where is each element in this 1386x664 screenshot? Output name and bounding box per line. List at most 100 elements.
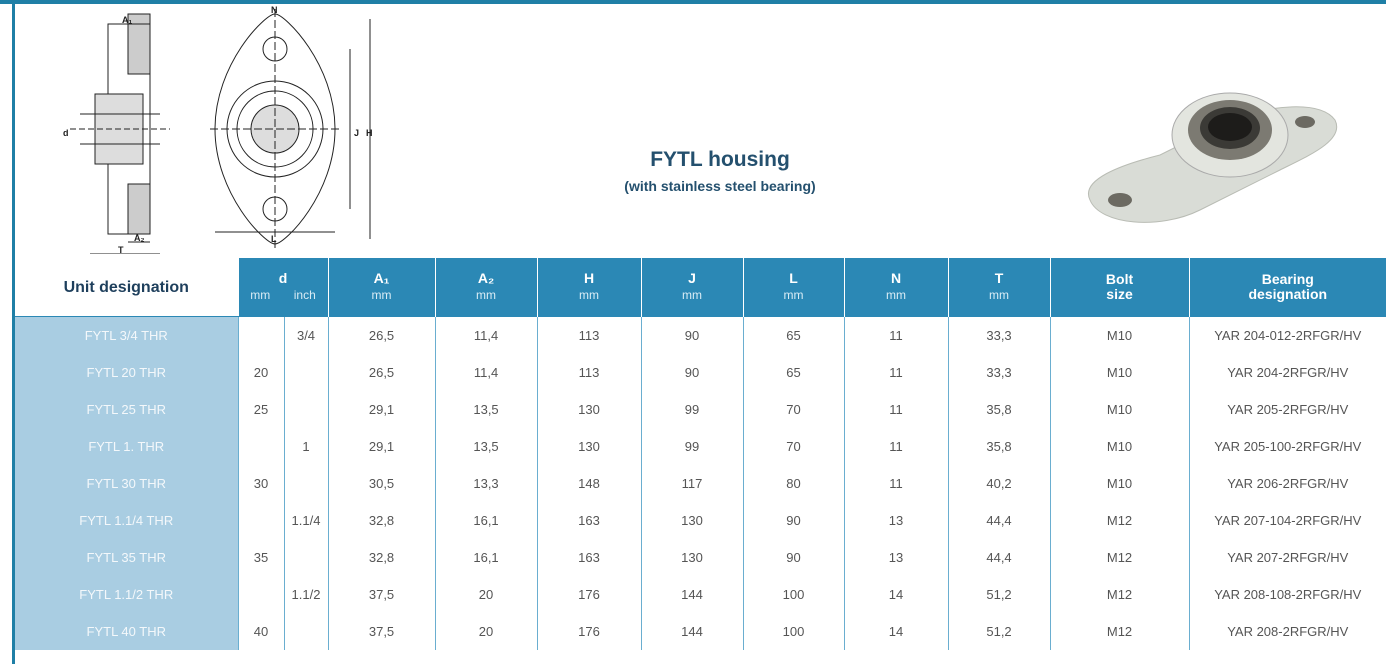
cell: 65 bbox=[742, 316, 845, 354]
cell: 13,5 bbox=[434, 428, 538, 465]
cell: 90 bbox=[640, 354, 744, 391]
column-unit: mm bbox=[682, 288, 703, 303]
drawing-label: N bbox=[271, 5, 278, 15]
cell: 113 bbox=[536, 316, 642, 354]
cell: M12 bbox=[1049, 539, 1190, 576]
cell: 99 bbox=[640, 428, 744, 465]
column-header: Bolt size bbox=[1049, 258, 1190, 317]
table-row: FYTL 1.1/2 THR 1.1/2 37,5 20 176 144 100 14 51,2… bbox=[15, 576, 1386, 613]
cell: FYTL 35 THR bbox=[15, 539, 238, 576]
column-name: T bbox=[994, 270, 1004, 287]
cell bbox=[283, 539, 329, 576]
cell: 16,1 bbox=[434, 539, 538, 576]
cell: 13,5 bbox=[434, 391, 538, 428]
cell: 51,2 bbox=[947, 613, 1051, 650]
column-header: d mm inch bbox=[237, 258, 329, 317]
cell: 26,5 bbox=[327, 354, 436, 391]
cell: 90 bbox=[640, 316, 744, 354]
cell: 20 bbox=[434, 613, 538, 650]
cell bbox=[283, 354, 329, 391]
cell: FYTL 20 THR bbox=[15, 354, 238, 391]
table-row: FYTL 3/4 THR 3/4 26,5 11,4 113 90 65 11 33,3 M10 Y… bbox=[15, 316, 1386, 354]
cell bbox=[237, 316, 284, 354]
cell: 20 bbox=[434, 576, 538, 613]
cell: 30,5 bbox=[327, 465, 436, 502]
cell: 11,4 bbox=[434, 316, 538, 354]
column-name: A₁ bbox=[373, 270, 390, 287]
cell: 44,4 bbox=[947, 502, 1051, 539]
cell: 70 bbox=[742, 391, 845, 428]
cell: 26,5 bbox=[327, 316, 436, 354]
cell: M10 bbox=[1049, 354, 1190, 391]
cell: 130 bbox=[640, 502, 744, 539]
cell: M10 bbox=[1049, 316, 1190, 354]
table-row: FYTL 1. THR 1 29,1 13,5 130 99 70 11 35,8 M10 YAR … bbox=[15, 428, 1386, 465]
column-name: d bbox=[278, 270, 288, 287]
cell: 11 bbox=[843, 391, 949, 428]
top-border bbox=[0, 0, 1386, 4]
drawing-label: T bbox=[118, 245, 124, 254]
column-name: H bbox=[583, 270, 595, 287]
cell: M12 bbox=[1049, 613, 1190, 650]
cell: 37,5 bbox=[327, 576, 436, 613]
cell: 80 bbox=[742, 465, 845, 502]
cell: 3/4 bbox=[283, 316, 329, 354]
cell: 90 bbox=[742, 502, 845, 539]
title: FYTL housing bbox=[650, 148, 790, 171]
cell: 144 bbox=[640, 613, 744, 650]
cell: 40 bbox=[237, 613, 284, 650]
table-row: FYTL 25 THR 25 29,1 13,5 130 99 70 11 35,8 M10 YAR… bbox=[15, 391, 1386, 428]
column-unit: mm bbox=[476, 288, 497, 303]
column-unit: mm bbox=[579, 288, 600, 303]
column-unit: mm bbox=[250, 288, 271, 303]
cell: 32,8 bbox=[327, 539, 436, 576]
cell: 100 bbox=[742, 613, 845, 650]
column-header: Bearing designation bbox=[1188, 258, 1386, 317]
cell: 11 bbox=[843, 465, 949, 502]
column-name: L bbox=[789, 270, 798, 287]
cell: FYTL 1.1/4 THR bbox=[15, 502, 238, 539]
cell: 100 bbox=[742, 576, 845, 613]
cell: 20 bbox=[237, 354, 284, 391]
cell: 163 bbox=[536, 502, 642, 539]
cell: 130 bbox=[536, 391, 642, 428]
cell: 13,3 bbox=[434, 465, 538, 502]
drawing-label: d bbox=[63, 128, 69, 138]
cell: FYTL 3/4 THR bbox=[15, 316, 238, 354]
column-name: Bolt size bbox=[1105, 271, 1134, 303]
cell: 35,8 bbox=[947, 391, 1051, 428]
cell: 35 bbox=[237, 539, 284, 576]
table-row: FYTL 30 THR 30 30,5 13,3 148 117 80 11 40,2 M10 YA… bbox=[15, 465, 1386, 502]
column-header: A₂ mm bbox=[434, 258, 538, 317]
subtitle: (with stainless steel bearing) bbox=[624, 178, 816, 194]
drawing-label: L bbox=[271, 234, 277, 244]
cell: M12 bbox=[1049, 576, 1190, 613]
cell: M12 bbox=[1049, 502, 1190, 539]
column-header: Unit designation bbox=[15, 258, 238, 317]
column-name: Unit designation bbox=[63, 278, 189, 296]
table-row: FYTL 40 THR 40 37,5 20 176 144 100 14 51,2 M12 YAR… bbox=[15, 613, 1386, 650]
cell: 144 bbox=[640, 576, 744, 613]
technical-drawing: A₁ N d J H A₂ T L bbox=[63, 5, 373, 254]
cell: M10 bbox=[1049, 391, 1190, 428]
cell: 11 bbox=[843, 316, 949, 354]
cell: 65 bbox=[742, 354, 845, 391]
column-name: J bbox=[688, 270, 696, 287]
cell: FYTL 40 THR bbox=[15, 613, 238, 650]
cell: 163 bbox=[536, 539, 642, 576]
cell: YAR 207-2RFGR/HV bbox=[1188, 539, 1386, 576]
table-row: FYTL 1.1/4 THR 1.1/4 32,8 16,1 163 130 90 13 44,… bbox=[15, 502, 1386, 539]
cell: 130 bbox=[640, 539, 744, 576]
cell: 1 bbox=[283, 428, 329, 465]
table-row: FYTL 20 THR 20 26,5 11,4 113 90 65 11 33,3 M10 YAR… bbox=[15, 354, 1386, 391]
column-unit: mm bbox=[989, 288, 1010, 303]
column-name: A₂ bbox=[477, 270, 495, 287]
cell: 11 bbox=[843, 428, 949, 465]
cell: 29,1 bbox=[327, 428, 436, 465]
cell: 70 bbox=[742, 428, 845, 465]
